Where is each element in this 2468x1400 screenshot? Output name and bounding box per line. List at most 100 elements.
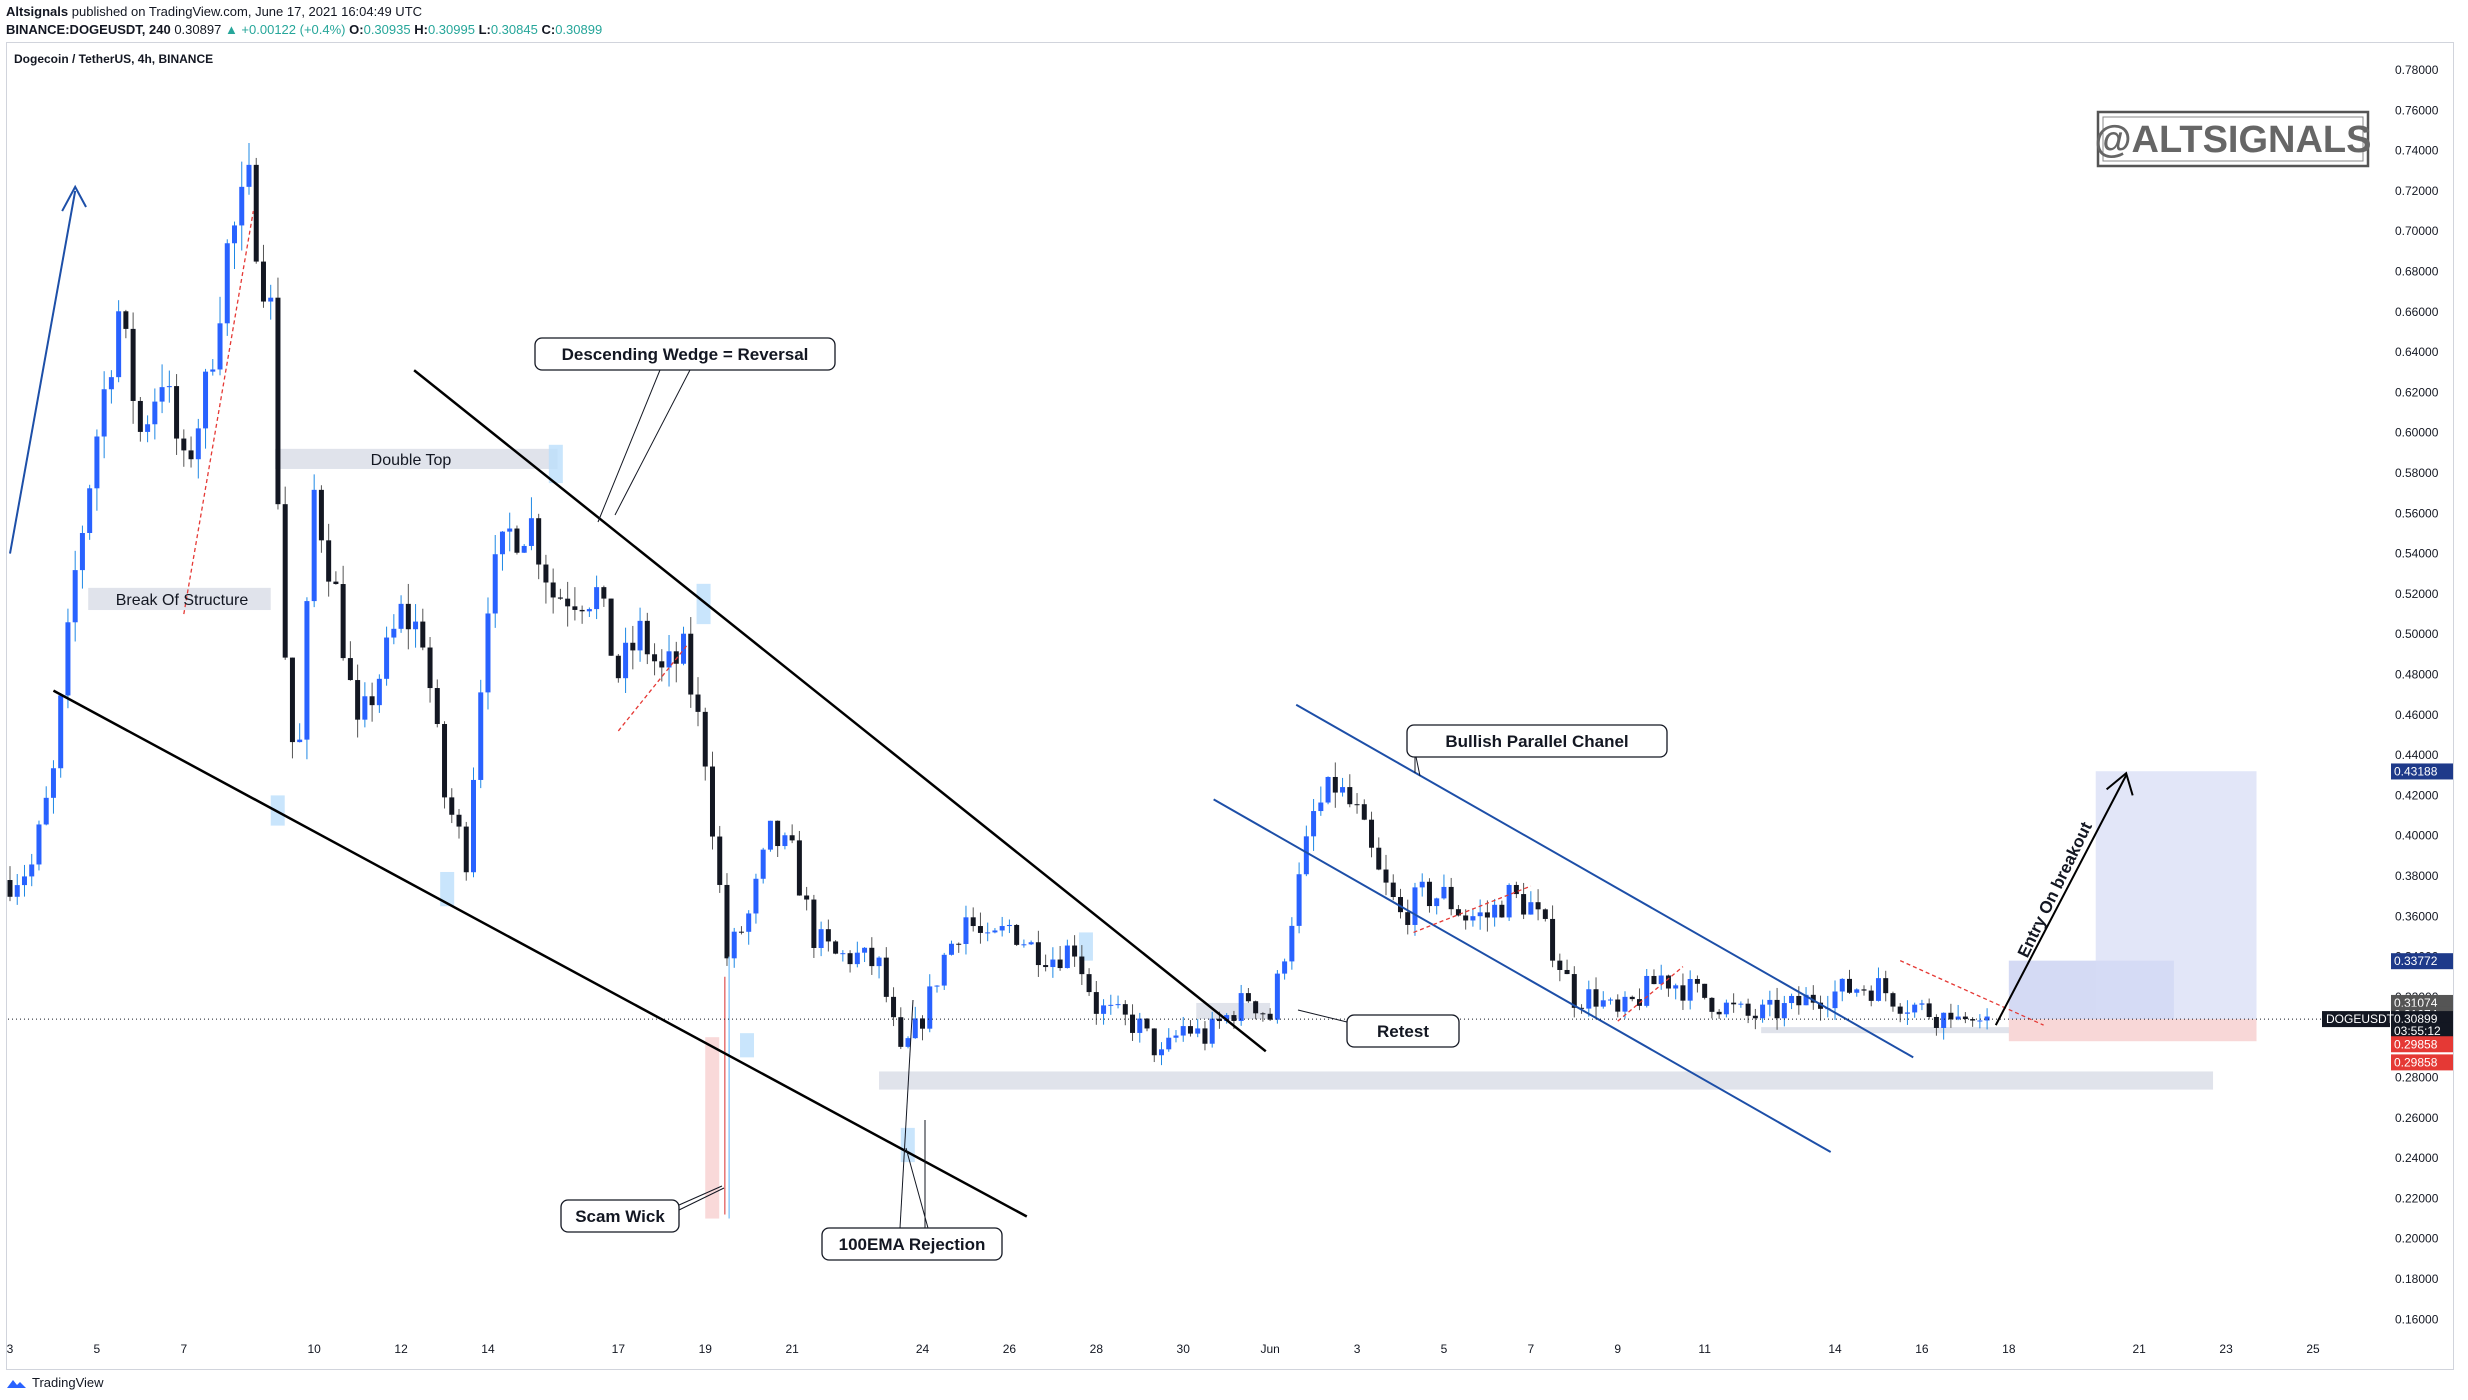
candle-body [673,651,679,664]
x-tick-label: 30 [1177,1342,1191,1356]
chart-frame[interactable] [6,42,2454,1370]
candle-body [1680,985,1686,1001]
x-tick-label: 16 [1915,1342,1929,1356]
watermark-box [2096,110,2370,168]
candle-body [1955,1016,1961,1020]
candle-body [1550,918,1556,961]
candle-body [1369,819,1375,848]
candle-body [666,651,672,668]
close-label: C: [541,22,556,37]
candle-body [528,518,534,546]
double-top-zone [275,448,558,469]
candle-body [1202,1028,1208,1044]
x-tick-label: 9 [1614,1342,1621,1356]
candle-body [1571,974,1577,1008]
ohlc-line: BINANCE:DOGEUSDT, 240 0.30897 ▲ +0.00122… [6,22,602,37]
candle-body [1267,1013,1273,1020]
candle-body [565,598,571,607]
candle-body [963,917,969,945]
candle-body [970,917,976,927]
candle-body [1499,904,1505,918]
candle-body [948,943,954,955]
candle-body [1600,1000,1606,1007]
candle-body [1274,973,1280,1020]
candle-body [181,438,187,451]
price-tag-label: 03:55:12 [2394,1024,2441,1038]
candle-body [1738,1003,1744,1005]
highlight-box [696,583,711,625]
y-tick-label: 0.58000 [2395,466,2439,480]
candle-body [333,581,339,585]
candle-body [1651,975,1657,985]
y-tick-label: 0.28000 [2395,1071,2439,1085]
candle-body [463,826,469,873]
scam-wick-note-pointer [678,1187,725,1211]
x-tick-label: 21 [2133,1342,2147,1356]
candle-body [1137,1018,1143,1033]
candle-body [1419,881,1425,888]
footer-brand-label: TradingView [32,1375,104,1390]
open-value: 0.30935 [363,22,411,37]
candle-body [1702,983,1708,998]
x-tick-label: 14 [481,1342,495,1356]
y-tick-label: 0.42000 [2395,788,2439,802]
candle-body [891,996,897,1018]
retest-zone [1196,1002,1271,1020]
x-tick-label: 3 [1354,1342,1361,1356]
candle-body [1673,985,1679,989]
candle-body [1796,995,1802,1006]
candle-body [775,820,781,847]
candle-body [14,885,20,897]
channel-lower-line [1213,798,1832,1153]
candle-body [362,696,368,720]
close-value: 0.30899 [555,22,603,37]
stop-zone [2008,1019,2257,1042]
y-tick-label: 0.74000 [2395,144,2439,158]
candle-body [1086,974,1092,993]
footer-brand[interactable]: TradingView [6,1375,104,1390]
candle-body [456,814,462,827]
candle-body [1593,989,1599,1007]
author-name[interactable]: Altsignals [6,4,69,19]
candle-body [1253,1001,1259,1014]
x-tick-label: 18 [2002,1342,2016,1356]
candle-body [260,261,266,302]
candle-body [72,570,78,623]
candle-body [804,895,810,900]
x-tick-label: 11 [1698,1342,1711,1356]
candle-body [789,835,795,841]
candle-body [543,564,549,583]
scam-wick-note-box [560,1199,680,1233]
candle-body [65,622,71,696]
candle-body [152,401,158,425]
candle-body [717,836,723,885]
candle-body [825,929,831,942]
candle-body [1803,994,1809,1006]
watermark-text: @ALTSIGNALS [2094,119,2371,161]
highlight-box [740,1033,755,1058]
y-tick-label: 0.46000 [2395,708,2439,722]
x-tick-label: 12 [394,1342,408,1356]
candle-body [1941,1012,1947,1028]
candle-body [1832,991,1838,1009]
candle-body [1455,909,1461,916]
x-tick-label: 5 [1441,1342,1448,1356]
candle-body [1180,1026,1186,1036]
break-of-structure-label: Break Of Structure [116,592,249,609]
candle-body [507,528,513,532]
candle-body [318,489,324,541]
x-tick-label: 10 [307,1342,321,1356]
candle-body [883,957,889,997]
candle-body [1376,847,1382,870]
candle-body [101,389,107,437]
symbol-info: BINANCE:DOGEUSDT, 240 [6,22,171,37]
candle-body [1079,956,1085,975]
candle-body [1731,1002,1737,1005]
candle-body [108,377,114,390]
trend-sketch-line [617,643,689,732]
ema-rejection-note-label: 100EMA Rejection [839,1235,986,1254]
candle-body [116,311,122,378]
candle-body [1847,978,1853,993]
candle-body [1962,1016,1968,1020]
